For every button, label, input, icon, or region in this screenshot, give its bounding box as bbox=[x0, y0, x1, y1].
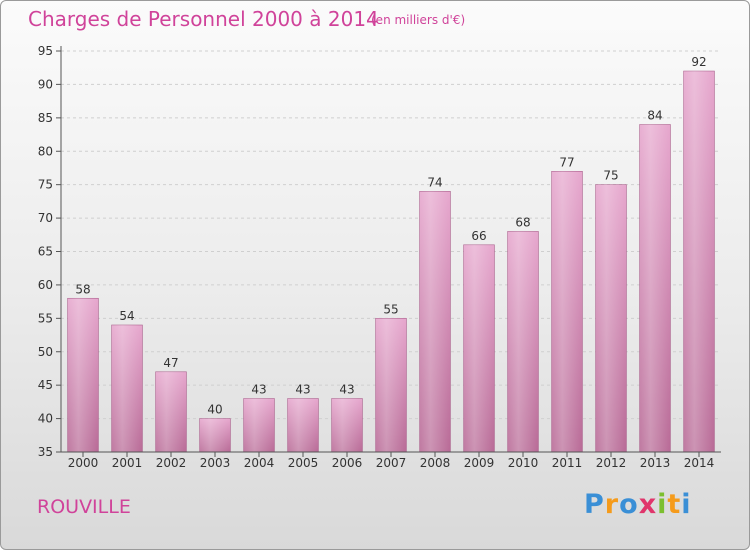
logo-letter: t bbox=[667, 489, 682, 520]
logo-letter: i bbox=[681, 489, 692, 520]
bar-2005: 43 bbox=[287, 383, 319, 453]
bar-shine bbox=[683, 71, 715, 453]
data-label: 43 bbox=[295, 383, 310, 397]
logo-letter: P bbox=[584, 489, 605, 520]
bar-2010: 68 bbox=[507, 215, 539, 453]
y-tick-label: 95 bbox=[38, 44, 53, 58]
y-tick-label: 65 bbox=[38, 245, 53, 259]
data-label: 84 bbox=[647, 109, 662, 123]
x-tick-label: 2010 bbox=[508, 456, 539, 470]
data-label: 68 bbox=[515, 215, 530, 229]
bar-shine bbox=[331, 398, 363, 452]
data-label: 77 bbox=[559, 155, 574, 169]
x-tick-label: 2003 bbox=[200, 456, 231, 470]
commune-name: ROUVILLE bbox=[37, 496, 131, 518]
x-tick-label: 2007 bbox=[376, 456, 407, 470]
bar-shine bbox=[287, 398, 319, 452]
logo-letter: r bbox=[604, 489, 620, 520]
bar-2011: 77 bbox=[551, 155, 583, 453]
x-tick-label: 2002 bbox=[156, 456, 187, 470]
bar-2008: 74 bbox=[419, 175, 451, 453]
x-tick-label: 2009 bbox=[464, 456, 495, 470]
y-tick-label: 80 bbox=[38, 144, 53, 158]
x-tick-label: 2014 bbox=[684, 456, 715, 470]
data-label: 75 bbox=[603, 169, 618, 183]
bar-shine bbox=[67, 298, 99, 452]
bar-2009: 66 bbox=[463, 229, 495, 453]
bar-2002: 47 bbox=[155, 356, 187, 453]
bar-2004: 43 bbox=[243, 383, 275, 453]
bar-2003: 40 bbox=[199, 403, 231, 453]
x-tick-label: 2012 bbox=[596, 456, 627, 470]
bar-2014: 92 bbox=[683, 55, 715, 453]
x-tick-label: 2008 bbox=[420, 456, 451, 470]
chart-subtitle: (en milliers d'€) bbox=[371, 13, 466, 27]
bar-2012: 75 bbox=[595, 169, 627, 453]
x-axis: 2000 2001 2002 2003 2004 2005 2006 2007 2008 2009… bbox=[61, 451, 721, 470]
bar-2001: 54 bbox=[111, 309, 143, 453]
y-tick-label: 85 bbox=[38, 111, 53, 125]
bar-shine bbox=[243, 398, 275, 452]
data-label: 54 bbox=[119, 309, 134, 323]
data-label: 43 bbox=[251, 383, 266, 397]
logo-letter: x bbox=[638, 489, 658, 520]
y-tick-label: 70 bbox=[38, 211, 53, 225]
bar-2000: 58 bbox=[67, 282, 99, 453]
x-tick-label: 2005 bbox=[288, 456, 319, 470]
data-label: 66 bbox=[471, 229, 486, 243]
bar-shine bbox=[111, 325, 143, 452]
bar-shine bbox=[507, 231, 539, 452]
bar-shine bbox=[375, 318, 407, 452]
data-label: 74 bbox=[427, 175, 442, 189]
x-tick-label: 2004 bbox=[244, 456, 275, 470]
data-label: 47 bbox=[163, 356, 178, 370]
y-tick-label: 35 bbox=[38, 445, 53, 459]
x-tick-label: 2006 bbox=[332, 456, 363, 470]
x-tick-label: 2000 bbox=[68, 456, 99, 470]
logo-letter: o bbox=[619, 489, 639, 520]
y-tick-label: 50 bbox=[38, 345, 53, 359]
bar-2006: 43 bbox=[331, 383, 363, 453]
bar-shine bbox=[595, 184, 627, 452]
x-tick-label: 2001 bbox=[112, 456, 143, 470]
y-tick-label: 60 bbox=[38, 278, 53, 292]
bar-shine bbox=[639, 124, 671, 453]
data-label: 55 bbox=[383, 302, 398, 316]
bar-2007: 55 bbox=[375, 302, 407, 453]
proxiti-logo[interactable]: Proxiti bbox=[584, 489, 692, 520]
y-tick-label: 90 bbox=[38, 77, 53, 91]
bar-shine bbox=[155, 371, 187, 452]
data-label: 92 bbox=[691, 55, 706, 69]
x-tick-label: 2011 bbox=[552, 456, 583, 470]
x-tick-label: 2013 bbox=[640, 456, 671, 470]
y-tick-label: 75 bbox=[38, 178, 53, 192]
logo-letter: i bbox=[657, 489, 668, 520]
y-tick-label: 55 bbox=[38, 311, 53, 325]
y-axis: 35 40 45 50 55 60 65 70 75 80 85 90 95 bbox=[38, 44, 62, 459]
bars: 58 54 47 40 43 43 43 55 74 66 68 77 75 84 92 bbox=[67, 55, 715, 453]
y-tick-label: 40 bbox=[38, 412, 53, 426]
data-label: 58 bbox=[75, 282, 90, 296]
bar-shine bbox=[419, 191, 451, 452]
y-tick-label: 45 bbox=[38, 378, 53, 392]
data-label: 43 bbox=[339, 383, 354, 397]
chart-title: Charges de Personnel 2000 à 2014 bbox=[28, 7, 379, 31]
bar-shine bbox=[463, 244, 495, 452]
data-label: 40 bbox=[207, 403, 222, 417]
bar-shine bbox=[199, 418, 231, 452]
bar-2013: 84 bbox=[639, 109, 671, 453]
bar-shine bbox=[551, 171, 583, 453]
